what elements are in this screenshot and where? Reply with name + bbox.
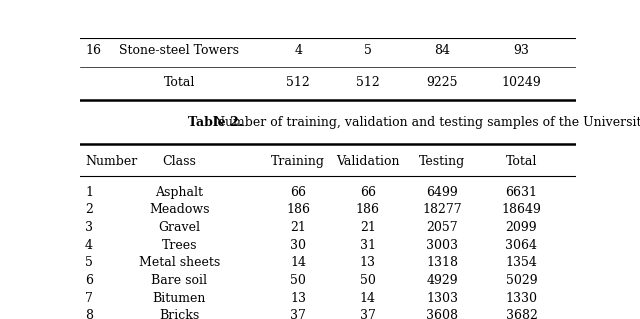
Text: 13: 13 [291, 292, 307, 305]
Text: 50: 50 [360, 274, 376, 287]
Text: 16: 16 [85, 44, 101, 57]
Text: Asphalt: Asphalt [155, 186, 204, 199]
Text: 2099: 2099 [506, 221, 537, 234]
Text: 3682: 3682 [506, 309, 538, 319]
Text: 21: 21 [291, 221, 306, 234]
Text: Gravel: Gravel [158, 221, 200, 234]
Text: 14: 14 [360, 292, 376, 305]
Text: 18649: 18649 [502, 203, 541, 216]
Text: Total: Total [163, 76, 195, 89]
Text: 8: 8 [85, 309, 93, 319]
Text: 4: 4 [85, 239, 93, 252]
Text: Training: Training [271, 155, 325, 168]
Text: 14: 14 [291, 256, 307, 270]
Text: Total: Total [506, 155, 537, 168]
Text: 4: 4 [294, 44, 302, 57]
Text: Validation: Validation [336, 155, 399, 168]
Text: 93: 93 [513, 44, 529, 57]
Text: 2: 2 [85, 203, 93, 216]
Text: Table 2.: Table 2. [188, 116, 243, 129]
Text: 1: 1 [85, 186, 93, 199]
Text: Meadows: Meadows [149, 203, 209, 216]
Text: Class: Class [163, 155, 196, 168]
Text: 37: 37 [291, 309, 306, 319]
Text: Bare soil: Bare soil [151, 274, 207, 287]
Text: 21: 21 [360, 221, 376, 234]
Text: Metal sheets: Metal sheets [139, 256, 220, 270]
Text: 84: 84 [434, 44, 450, 57]
Text: 1318: 1318 [426, 256, 458, 270]
Text: Stone-steel Towers: Stone-steel Towers [119, 44, 239, 57]
Text: 13: 13 [360, 256, 376, 270]
Text: 50: 50 [291, 274, 306, 287]
Text: 18277: 18277 [422, 203, 462, 216]
Text: 2057: 2057 [426, 221, 458, 234]
Text: 3003: 3003 [426, 239, 458, 252]
Text: 512: 512 [356, 76, 380, 89]
Text: 10249: 10249 [502, 76, 541, 89]
Text: 6499: 6499 [426, 186, 458, 199]
Text: 6631: 6631 [506, 186, 538, 199]
Text: 1303: 1303 [426, 292, 458, 305]
Text: 66: 66 [360, 186, 376, 199]
Text: Testing: Testing [419, 155, 465, 168]
Text: 512: 512 [286, 76, 310, 89]
Text: 5: 5 [364, 44, 372, 57]
Text: Bricks: Bricks [159, 309, 199, 319]
Text: 186: 186 [286, 203, 310, 216]
Text: 5029: 5029 [506, 274, 537, 287]
Text: Number of training, validation and testing samples of the University of Pavia: Number of training, validation and testi… [210, 116, 640, 129]
Text: 6: 6 [85, 274, 93, 287]
Text: 66: 66 [291, 186, 307, 199]
Text: Number: Number [85, 155, 137, 168]
Text: 30: 30 [291, 239, 307, 252]
Text: Trees: Trees [161, 239, 197, 252]
Text: 3608: 3608 [426, 309, 458, 319]
Text: 186: 186 [356, 203, 380, 216]
Text: 9225: 9225 [426, 76, 458, 89]
Text: 7: 7 [85, 292, 93, 305]
Text: Bitumen: Bitumen [152, 292, 206, 305]
Text: 5: 5 [85, 256, 93, 270]
Text: 37: 37 [360, 309, 376, 319]
Text: 3: 3 [85, 221, 93, 234]
Text: 3064: 3064 [506, 239, 538, 252]
Text: 1354: 1354 [506, 256, 538, 270]
Text: 31: 31 [360, 239, 376, 252]
Text: 1330: 1330 [506, 292, 538, 305]
Text: 4929: 4929 [426, 274, 458, 287]
